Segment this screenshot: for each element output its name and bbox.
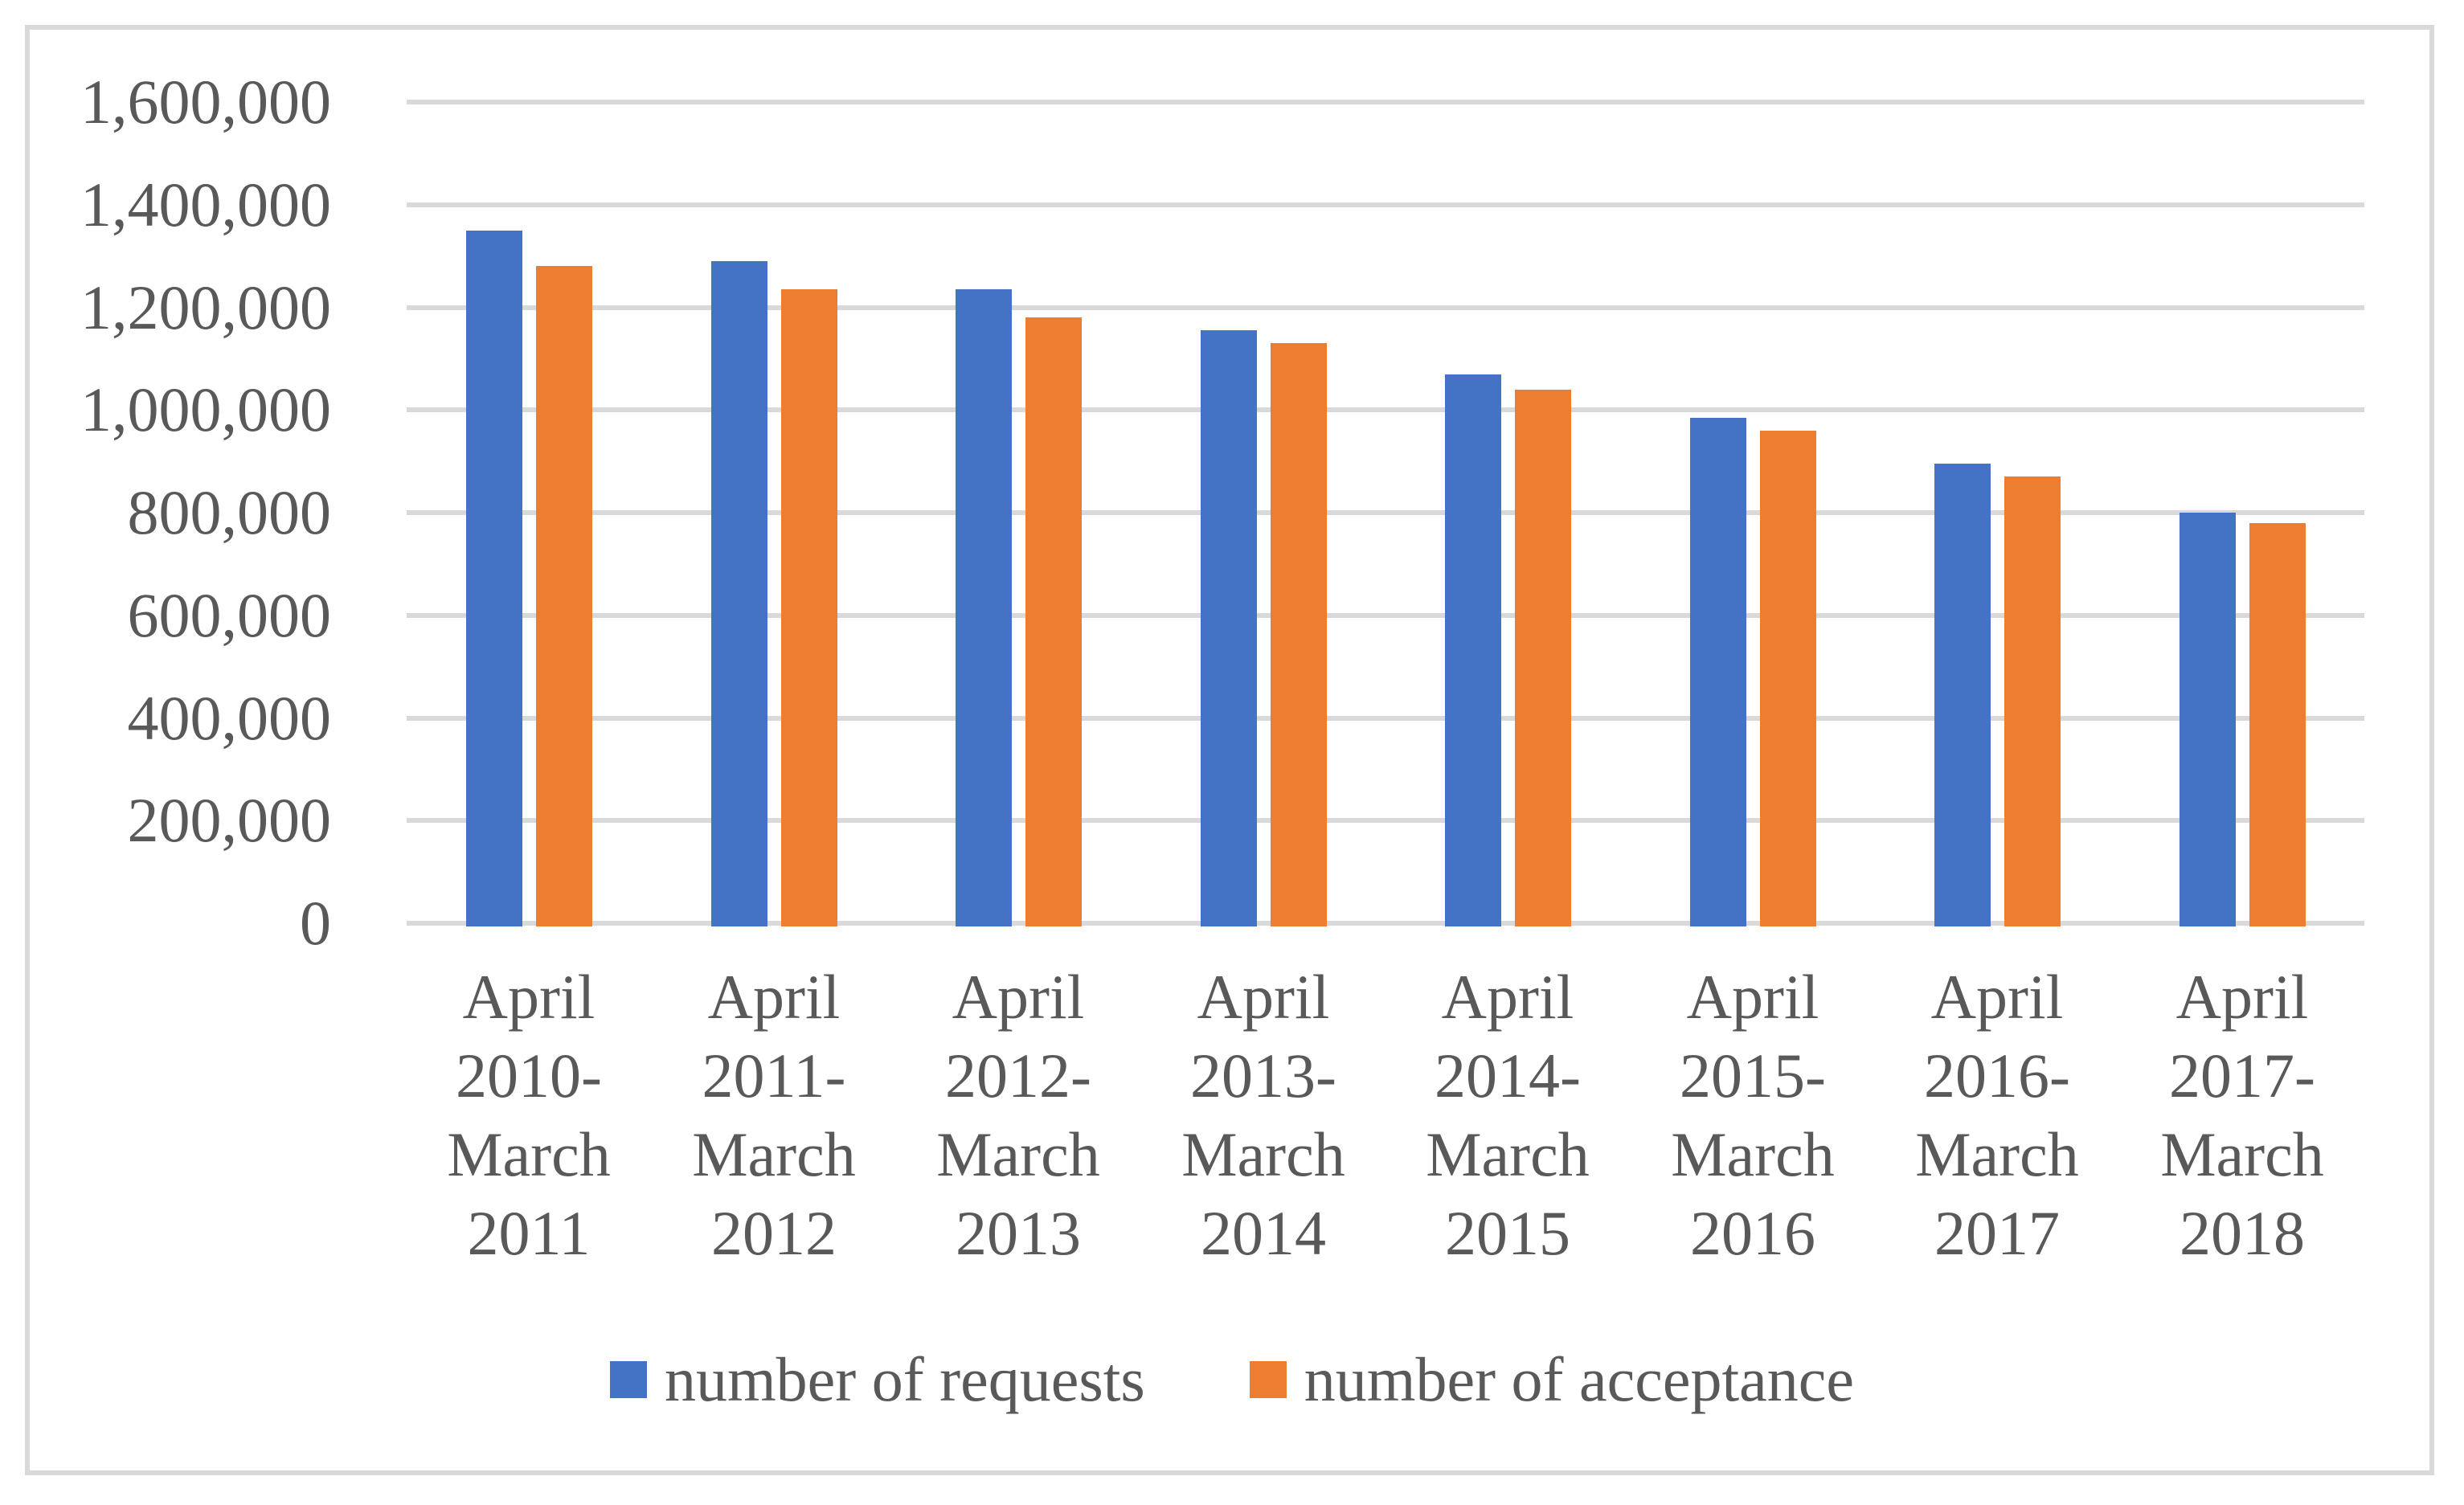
y-axis-tick-label: 200,000 bbox=[127, 785, 332, 856]
chart-legend: number of requests number of acceptance bbox=[0, 1348, 2464, 1411]
bar-number-of-requests-2 bbox=[711, 261, 767, 926]
gridline bbox=[407, 510, 2364, 515]
y-axis-tick-label: 0 bbox=[300, 888, 331, 958]
legend-marker-icon bbox=[1249, 1361, 1287, 1398]
gridline bbox=[407, 612, 2364, 618]
x-axis-category-label: April 2015-March 2016 bbox=[1671, 962, 1835, 1268]
y-axis-tick-label: 400,000 bbox=[127, 682, 332, 753]
gridline bbox=[407, 715, 2364, 721]
bar-number-of-requests-6 bbox=[1690, 418, 1746, 926]
bar-number-of-requests-1 bbox=[466, 231, 522, 926]
bar-number-of-acceptance-1 bbox=[536, 266, 592, 926]
legend-item-number-of-requests: number of requests bbox=[609, 1344, 1145, 1414]
x-axis-category-label: April 2012-March 2013 bbox=[936, 962, 1100, 1268]
legend-item-number-of-acceptance: number of acceptance bbox=[1249, 1344, 1855, 1414]
legend-label: number of requests bbox=[664, 1344, 1145, 1414]
bar-number-of-requests-4 bbox=[1201, 330, 1257, 926]
y-axis-tick-label: 1,200,000 bbox=[80, 272, 331, 342]
legend-label: number of acceptance bbox=[1304, 1344, 1855, 1414]
x-axis-category-label: April 2014-March 2015 bbox=[1426, 962, 1590, 1268]
bar-number-of-requests-7 bbox=[1934, 464, 1991, 926]
y-axis-tick-label: 1,000,000 bbox=[80, 374, 331, 445]
x-axis-category-label: April 2016-March 2017 bbox=[1915, 962, 2079, 1268]
gridline bbox=[407, 921, 2364, 926]
bar-number-of-acceptance-6 bbox=[1760, 431, 1816, 926]
bar-number-of-requests-3 bbox=[956, 289, 1012, 926]
bar-number-of-acceptance-3 bbox=[1025, 317, 1082, 926]
gridline bbox=[407, 407, 2364, 413]
y-axis-tick-label: 1,400,000 bbox=[80, 169, 331, 239]
gridline bbox=[407, 100, 2364, 104]
bar-number-of-acceptance-8 bbox=[2249, 523, 2306, 926]
y-axis-tick-label: 1,600,000 bbox=[80, 67, 331, 137]
gridline bbox=[407, 202, 2364, 207]
x-axis-category-label: April 2013-March 2014 bbox=[1181, 962, 1345, 1268]
x-axis-category-label: April 2011-March 2012 bbox=[692, 962, 856, 1268]
bar-number-of-requests-8 bbox=[2180, 513, 2236, 926]
legend-marker-icon bbox=[609, 1361, 647, 1398]
gridline bbox=[407, 305, 2364, 310]
bar-number-of-requests-5 bbox=[1445, 374, 1501, 926]
bar-number-of-acceptance-7 bbox=[2004, 476, 2061, 926]
bar-number-of-acceptance-2 bbox=[781, 289, 837, 926]
bar-number-of-acceptance-4 bbox=[1271, 343, 1327, 926]
x-axis-category-label: April 2017-March 2018 bbox=[2160, 962, 2324, 1268]
gridline bbox=[407, 818, 2364, 824]
y-axis-tick-label: 600,000 bbox=[127, 579, 332, 650]
x-axis-category-label: April 2010-March 2011 bbox=[447, 962, 611, 1268]
bar-number-of-acceptance-5 bbox=[1515, 390, 1571, 926]
y-axis-tick-label: 800,000 bbox=[127, 477, 332, 547]
